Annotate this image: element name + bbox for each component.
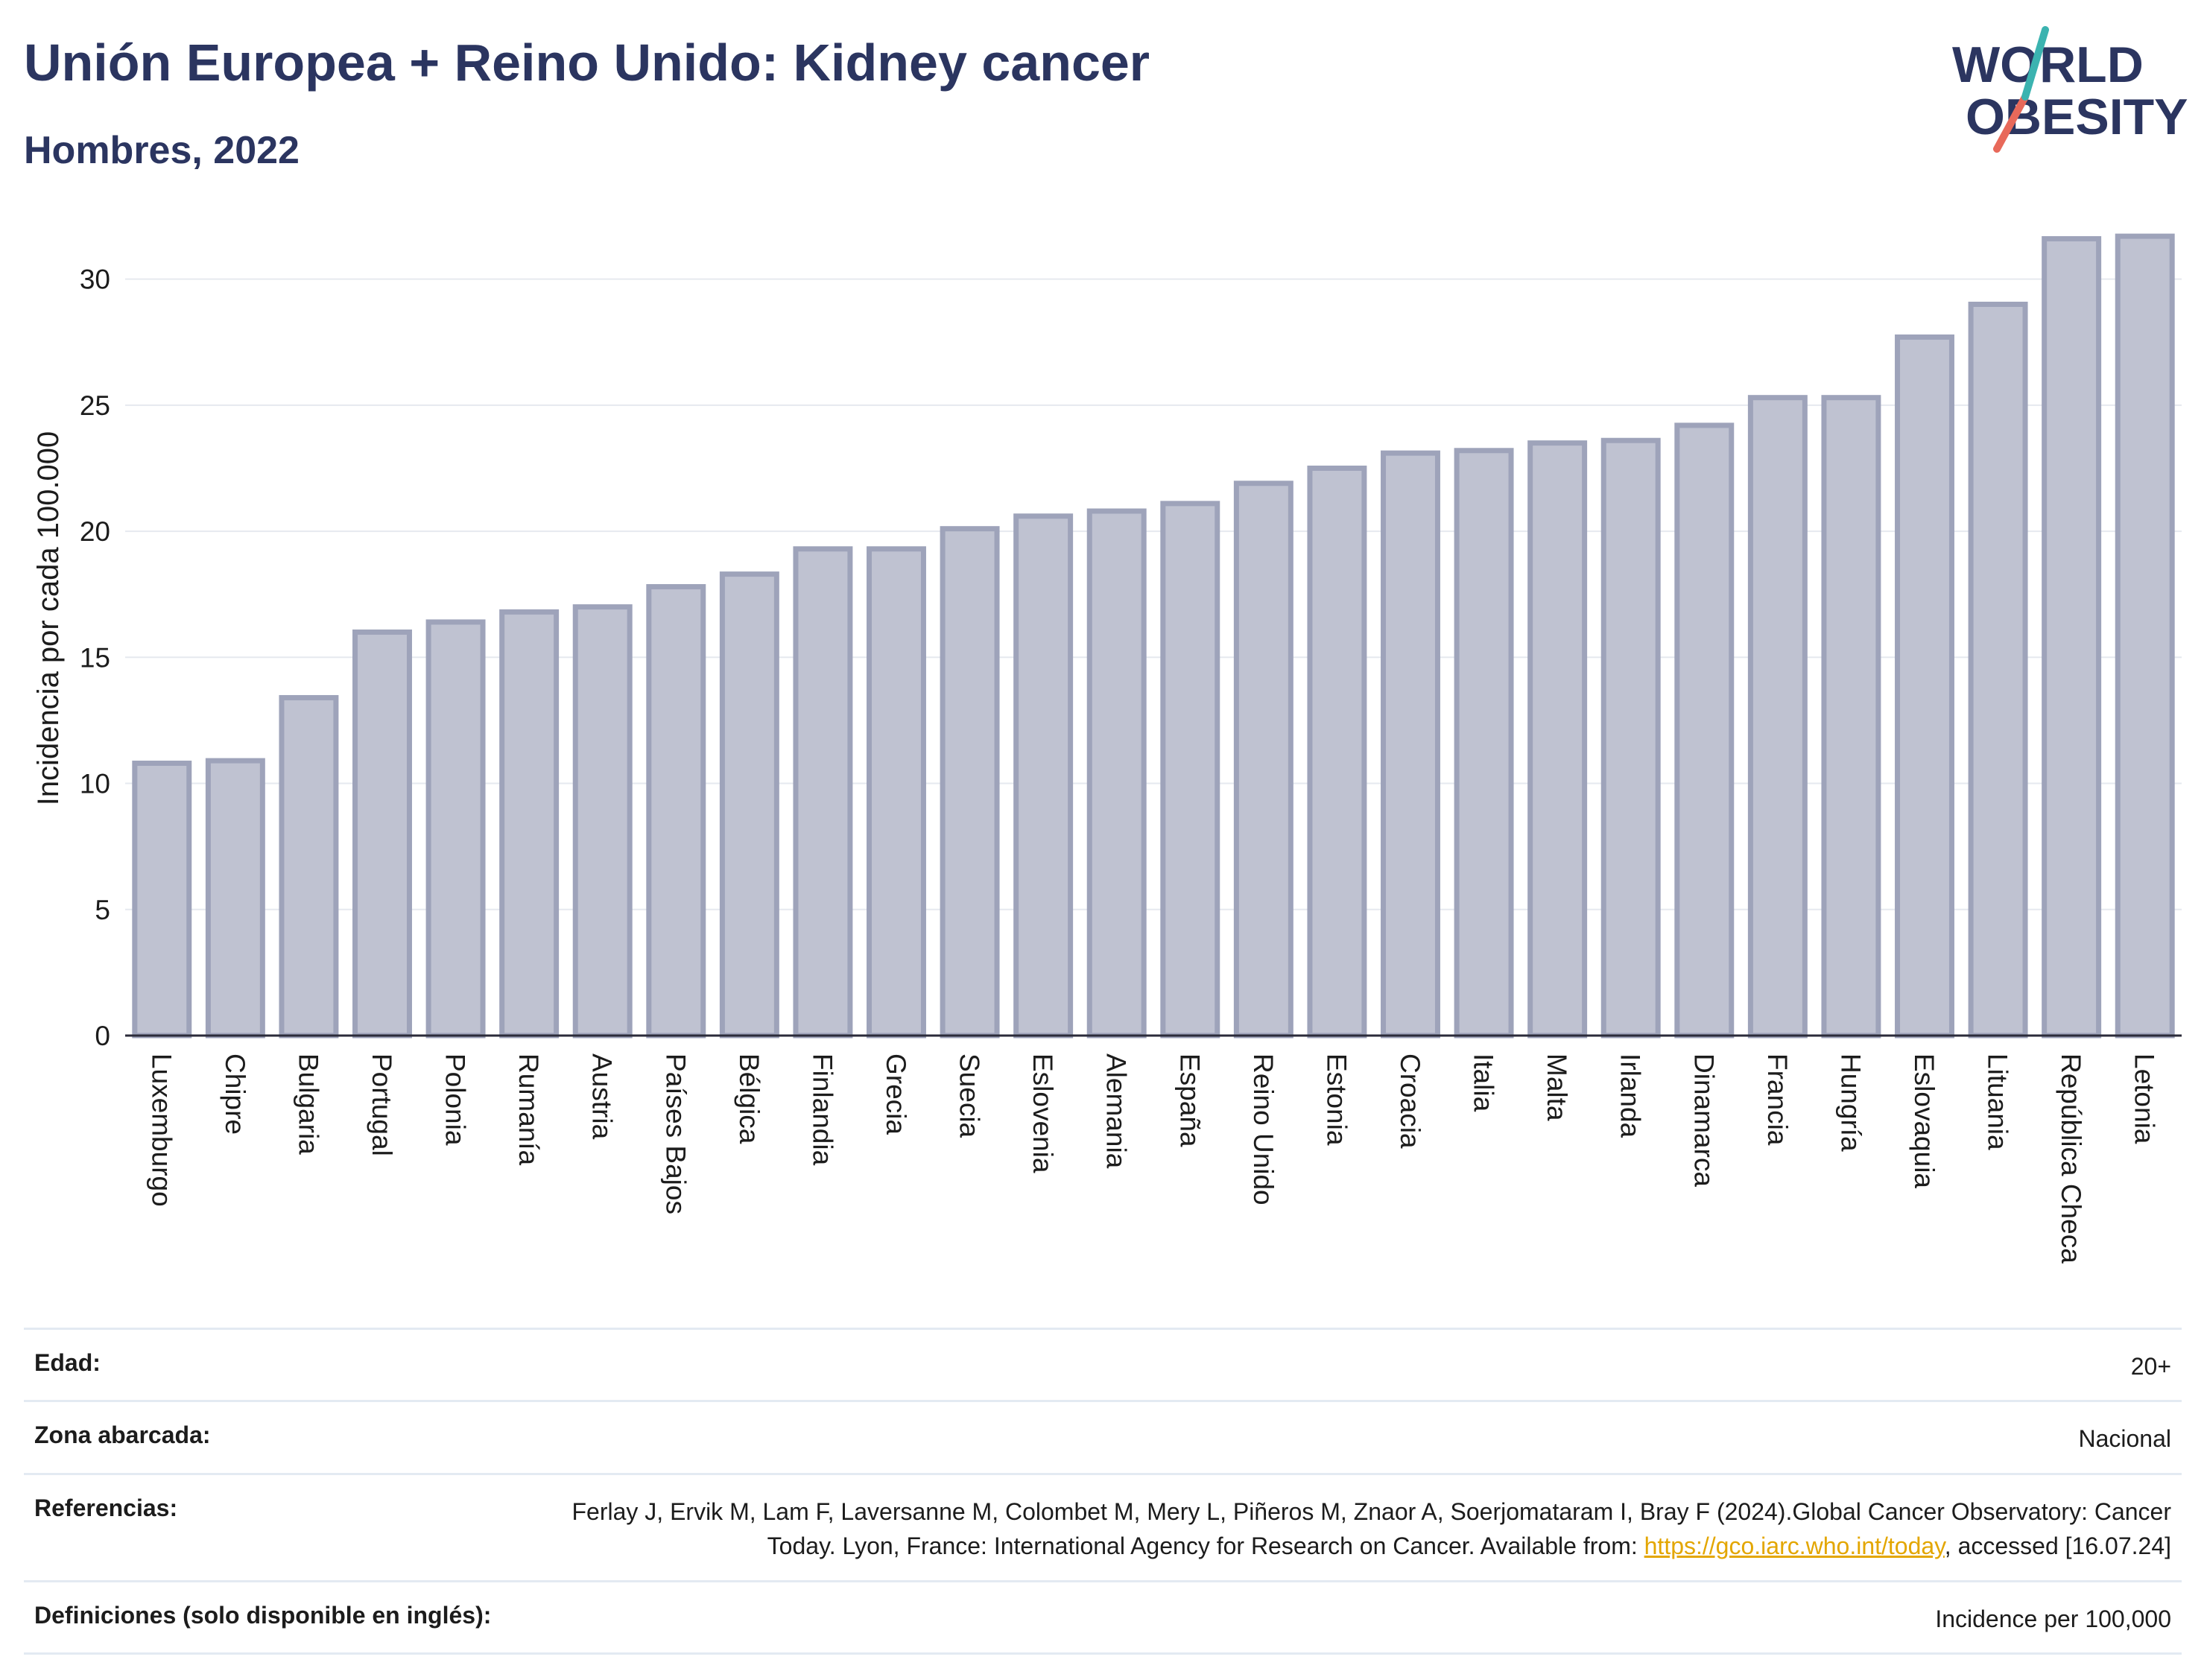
bar <box>1086 508 1147 1039</box>
x-tick-label: Francia <box>1762 1053 1793 1146</box>
bar <box>646 584 706 1039</box>
reference-text-after: , accessed [16.07.24] <box>1944 1532 2171 1560</box>
meta-row-age: Edad: 20+ <box>24 1328 2182 1400</box>
bar <box>1895 334 1954 1039</box>
x-tick-label: Alemania <box>1101 1053 1132 1169</box>
bar <box>1600 437 1661 1039</box>
x-tick-label: República Checa <box>2056 1053 2086 1264</box>
bar <box>1968 301 2028 1039</box>
bar <box>867 546 926 1039</box>
bar <box>1454 448 1514 1039</box>
x-tick-label: Luxemburgo <box>146 1053 177 1207</box>
bar <box>1821 395 1881 1039</box>
meta-label-definitions: Definiciones (solo disponible en inglés)… <box>34 1601 492 1629</box>
x-tick-label: Letonia <box>2129 1053 2160 1144</box>
bar <box>572 604 633 1039</box>
bar <box>1381 450 1440 1039</box>
meta-row-area: Zona abarcada: Nacional <box>24 1400 2182 1472</box>
bar <box>793 546 853 1039</box>
x-tick-label: Hungría <box>1835 1053 1866 1152</box>
x-tick-label: Eslovaquia <box>1909 1053 1939 1188</box>
meta-value-age: 20+ <box>2130 1353 2171 1380</box>
meta-value-references: Ferlay J, Ervik M, Lam F, Laversanne M, … <box>532 1494 2171 1564</box>
y-tick-label: 5 <box>95 895 110 925</box>
bar <box>499 609 560 1039</box>
x-tick-label: Bulgaria <box>293 1053 323 1155</box>
meta-label-references: Referencias: <box>34 1494 178 1521</box>
x-tick-label: Bélgica <box>734 1053 764 1144</box>
y-tick-label: 20 <box>80 516 110 547</box>
meta-value-area: Nacional <box>2078 1425 2171 1453</box>
x-tick-label: Suecia <box>954 1053 985 1138</box>
bar <box>1160 501 1220 1039</box>
x-tick-label: Dinamarca <box>1688 1053 1719 1187</box>
bar <box>205 758 265 1039</box>
reference-text: Ferlay J, Ervik M, Lam F, Laversanne M, … <box>571 1497 2171 1560</box>
x-tick-label: Países Bajos <box>660 1053 691 1214</box>
x-tick-label: Eslovenia <box>1027 1053 1058 1173</box>
world-obesity-logo: WORLD OBESITY <box>1945 22 2191 156</box>
meta-value-definitions: Incidence per 100,000 <box>1935 1605 2171 1632</box>
y-tick-label: 25 <box>80 390 110 421</box>
x-tick-label: Estonia <box>1321 1053 1352 1146</box>
x-tick-label: Lituania <box>1983 1053 2013 1150</box>
x-tick-label: Grecia <box>881 1053 911 1135</box>
x-tick-label: Reino Unido <box>1248 1053 1279 1205</box>
y-tick-label: 15 <box>80 642 110 673</box>
bar <box>1527 440 1588 1039</box>
meta-row-references: Referencias: Ferlay J, Ervik M, Lam F, L… <box>24 1472 2182 1580</box>
bar <box>1307 465 1367 1039</box>
bar <box>719 571 779 1039</box>
x-tick-label: España <box>1174 1053 1205 1147</box>
bar <box>352 629 412 1039</box>
bar <box>425 619 486 1039</box>
bar <box>2115 233 2175 1039</box>
logo-line1: WORLD <box>1952 37 2144 93</box>
y-tick-label: 10 <box>80 769 110 799</box>
y-tick-label: 30 <box>80 264 110 295</box>
bar <box>2042 235 2102 1039</box>
page-title: Unión Europea + Reino Unido: Kidney canc… <box>24 34 1150 92</box>
bar <box>132 760 192 1039</box>
bar <box>1233 481 1293 1039</box>
x-tick-label: Finlandia <box>807 1053 837 1166</box>
x-tick-label: Croacia <box>1395 1053 1425 1149</box>
x-tick-label: Irlanda <box>1615 1053 1646 1138</box>
reference-link[interactable]: https://gco.iarc.who.int/today <box>1644 1532 1945 1560</box>
y-axis-label: Incidencia por cada 100.000 <box>32 431 65 806</box>
logo-slash-teal <box>2021 26 2049 101</box>
metadata-table: Edad: 20+ Zona abarcada: Nacional Refere… <box>24 1328 2182 1655</box>
bar <box>1747 395 1808 1039</box>
x-tick-label: Polonia <box>440 1053 471 1146</box>
bar <box>1674 422 1735 1039</box>
x-tick-label: Rumanía <box>513 1053 544 1166</box>
bar <box>279 694 339 1039</box>
x-tick-label: Malta <box>1542 1053 1572 1121</box>
x-tick-label: Austria <box>587 1053 618 1140</box>
x-tick-label: Chipre <box>220 1053 250 1135</box>
x-tick-label: Italia <box>1469 1053 1499 1112</box>
meta-label-area: Zona abarcada: <box>34 1421 211 1449</box>
logo-slash-coral <box>1993 93 2029 153</box>
bar <box>1013 513 1074 1039</box>
y-tick-label: 0 <box>95 1021 110 1051</box>
meta-label-age: Edad: <box>34 1349 101 1376</box>
x-tick-label: Portugal <box>367 1053 397 1156</box>
meta-row-definitions: Definiciones (solo disponible en inglés)… <box>24 1579 2182 1655</box>
bar-chart: 0 5 10 15 20 25 30 Incidencia por cada 100.000 L… <box>32 233 2182 1264</box>
bar <box>940 526 1000 1039</box>
page-subtitle: Hombres, 2022 <box>24 129 300 172</box>
